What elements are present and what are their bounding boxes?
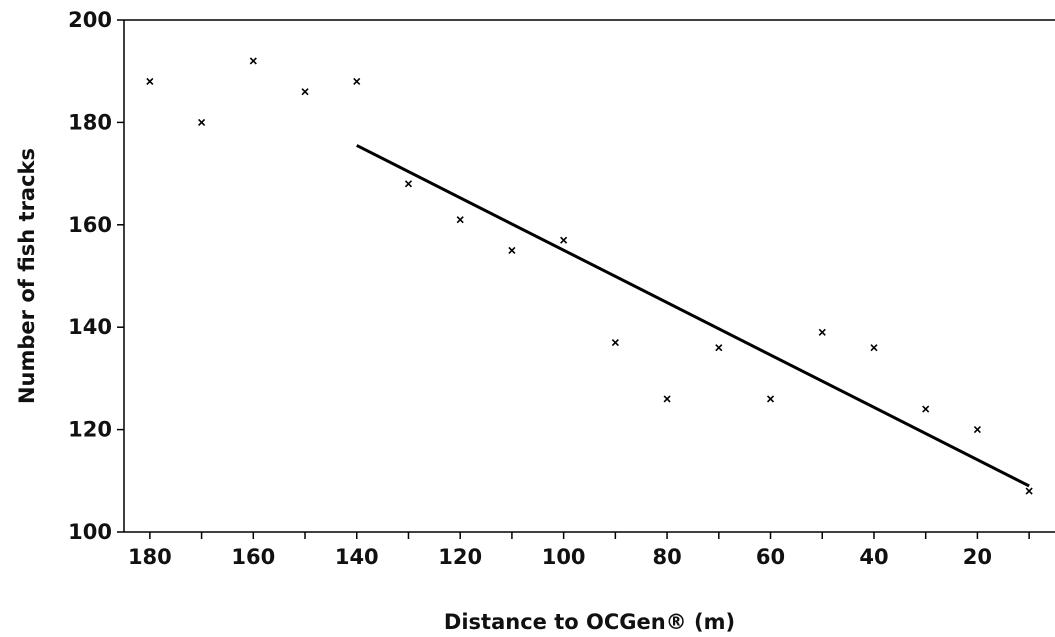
- y-tick-label: 180: [68, 110, 112, 134]
- y-tick-label: 160: [68, 213, 112, 237]
- data-point: [404, 180, 413, 188]
- x-tick-label: 160: [231, 545, 275, 569]
- data-point: [353, 77, 361, 86]
- data-points: [146, 57, 1033, 495]
- x-tick-label: 80: [652, 545, 681, 569]
- x-tick-label: 60: [756, 545, 785, 569]
- data-point: [560, 236, 568, 244]
- data-point: [508, 246, 516, 254]
- data-point: [249, 57, 257, 65]
- data-point: [611, 338, 619, 347]
- x-tick-label: 120: [438, 545, 482, 569]
- x-axis-title: Distance to OCGen® (m): [444, 610, 735, 634]
- x-tick-label: 140: [335, 545, 379, 569]
- x-tick-label: 180: [128, 545, 172, 569]
- data-point: [146, 77, 154, 86]
- data-point: [922, 405, 930, 413]
- data-point: [456, 216, 464, 224]
- x-tick-label: 20: [963, 545, 992, 569]
- y-tick-label: 100: [68, 520, 112, 544]
- data-point: [715, 344, 723, 352]
- data-point: [663, 395, 671, 403]
- y-tick-label: 120: [68, 418, 112, 442]
- data-point: [301, 88, 309, 96]
- y-axis-title: Number of fish tracks: [15, 148, 39, 404]
- data-point: [870, 344, 878, 352]
- y-axis-ticks: 100 120 140 160 180 200: [68, 8, 124, 544]
- data-point: [818, 328, 826, 336]
- x-tick-label: 40: [859, 545, 888, 569]
- data-point: [766, 395, 775, 403]
- data-point: [1025, 487, 1033, 495]
- data-point: [198, 118, 206, 126]
- trendline: [356, 144, 1030, 488]
- x-axis-ticks: 180 160 140 120 100 80 60 40 20: [128, 532, 1030, 569]
- plot-area: 100 120 140 160 180 200 180 160 140 120 100 80 60 40…: [68, 8, 1055, 569]
- y-tick-label: 140: [68, 315, 112, 339]
- data-point: [973, 426, 981, 434]
- x-tick-label: 100: [542, 545, 586, 569]
- y-tick-label: 200: [68, 8, 112, 32]
